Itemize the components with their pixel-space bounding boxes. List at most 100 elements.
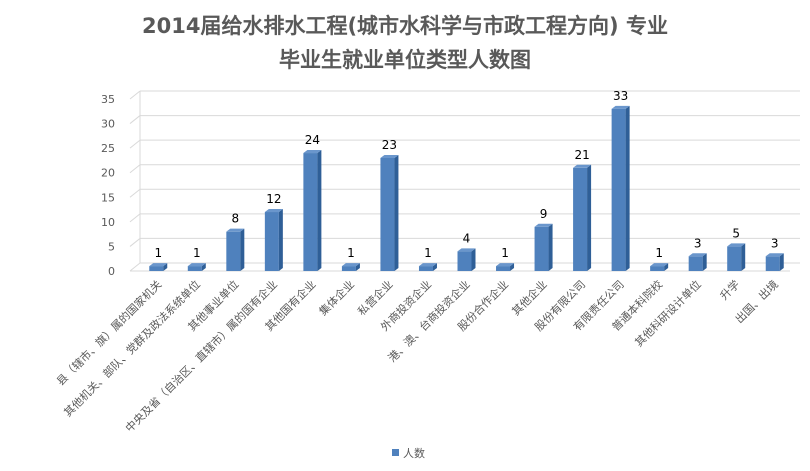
y-tick-label: 20 xyxy=(101,167,115,180)
bar-side xyxy=(702,253,707,271)
bar-top xyxy=(457,248,476,252)
bar xyxy=(264,209,283,271)
bar-top xyxy=(303,150,322,154)
bar-front xyxy=(264,212,279,271)
data-label: 12 xyxy=(266,192,281,206)
bar-top xyxy=(341,263,360,267)
bar-front xyxy=(187,266,202,271)
y-tick-label: 5 xyxy=(108,240,115,253)
bar-side xyxy=(741,243,746,271)
bar-top xyxy=(380,154,399,158)
gridline-depth xyxy=(129,188,141,198)
legend-swatch xyxy=(392,449,399,456)
bar-side xyxy=(510,263,515,271)
bar xyxy=(341,263,360,271)
bar xyxy=(727,243,746,271)
bar-front xyxy=(457,251,472,271)
data-labels: 1 1 8 12 24 1 23 1 4 1 9 21 33 1 3 5 3 xyxy=(154,89,778,260)
bar-top xyxy=(264,209,283,213)
bar xyxy=(418,263,437,271)
gridline-depth xyxy=(129,115,141,124)
y-tick-label: 25 xyxy=(101,142,115,155)
bar-side xyxy=(779,253,784,271)
bar-top xyxy=(650,263,669,267)
bar-top xyxy=(149,263,168,267)
bar xyxy=(226,228,245,271)
data-label: 23 xyxy=(382,138,397,152)
data-label: 1 xyxy=(193,246,201,260)
data-label: 24 xyxy=(305,133,320,147)
bar-front xyxy=(226,231,241,271)
bar-front xyxy=(341,266,356,271)
bar-side xyxy=(587,164,592,271)
bar-front xyxy=(765,256,780,271)
bar xyxy=(688,253,707,271)
bar-front xyxy=(573,167,588,271)
data-label: 21 xyxy=(574,148,589,162)
gridline-depth xyxy=(129,213,141,223)
y-tick-label: 15 xyxy=(101,191,115,204)
bar xyxy=(303,150,322,271)
bar-side xyxy=(163,263,168,271)
y-tick-label: 0 xyxy=(108,265,115,278)
category-labels: 县（辖市、旗）属的国家机关其他机关、部队、党群及政法系统单位其他事业单位中央及省… xyxy=(53,277,780,435)
bar xyxy=(457,248,476,271)
bar xyxy=(611,105,630,271)
bar-side xyxy=(278,209,283,271)
bar xyxy=(187,263,206,271)
bar-side xyxy=(394,154,399,271)
y-tick-label: 10 xyxy=(101,216,115,229)
bar-side xyxy=(317,150,322,271)
bar-side xyxy=(471,248,476,271)
data-label: 1 xyxy=(154,246,162,260)
bar-top xyxy=(418,263,437,267)
bar xyxy=(380,154,399,271)
gridline-depth xyxy=(129,238,141,247)
bar-front xyxy=(534,226,549,271)
bars xyxy=(149,105,784,271)
gridline-depth xyxy=(129,90,141,100)
chart-title-line-2: 毕业生就业单位类型人数图 xyxy=(279,48,531,72)
bar-side xyxy=(240,228,245,271)
data-label: 3 xyxy=(771,236,779,250)
data-label: 4 xyxy=(463,231,471,245)
bar-front xyxy=(380,157,395,271)
bar-front xyxy=(418,266,433,271)
legend-label: 人数 xyxy=(403,447,425,460)
data-label: 8 xyxy=(232,212,240,226)
category-label: 升学 xyxy=(717,277,742,302)
chart-title-line-1: 2014届给水排水工程(城市水科学与市政工程方向) 专业 xyxy=(142,14,668,38)
bar-front xyxy=(303,153,318,271)
data-label: 33 xyxy=(613,89,628,103)
bar-top xyxy=(534,223,553,227)
bar-front xyxy=(727,246,742,271)
bar-top xyxy=(688,253,707,257)
bar-top xyxy=(765,253,784,257)
data-label: 1 xyxy=(347,246,355,260)
bar xyxy=(534,223,553,271)
y-tick-label: 35 xyxy=(101,93,115,106)
bar-front xyxy=(688,256,703,271)
gridline-depth xyxy=(129,139,141,149)
bar xyxy=(573,164,592,271)
category-label: 集体企业 xyxy=(316,277,357,318)
bar-side xyxy=(355,263,360,271)
gridline-depth xyxy=(129,262,141,272)
data-label: 3 xyxy=(694,236,702,250)
bar xyxy=(149,263,168,271)
bar-side xyxy=(625,105,630,271)
data-label: 1 xyxy=(424,246,432,260)
bar-front xyxy=(149,266,164,271)
bar-top xyxy=(611,105,630,109)
bar xyxy=(496,263,515,271)
data-label: 1 xyxy=(655,246,663,260)
bar-top xyxy=(496,263,515,267)
bar xyxy=(650,263,669,271)
bar-side xyxy=(664,263,669,271)
category-label: 其他科研设计单位 xyxy=(632,277,704,349)
gridline-depth xyxy=(129,164,141,174)
bar-front xyxy=(496,266,511,271)
bar-top xyxy=(187,263,206,267)
